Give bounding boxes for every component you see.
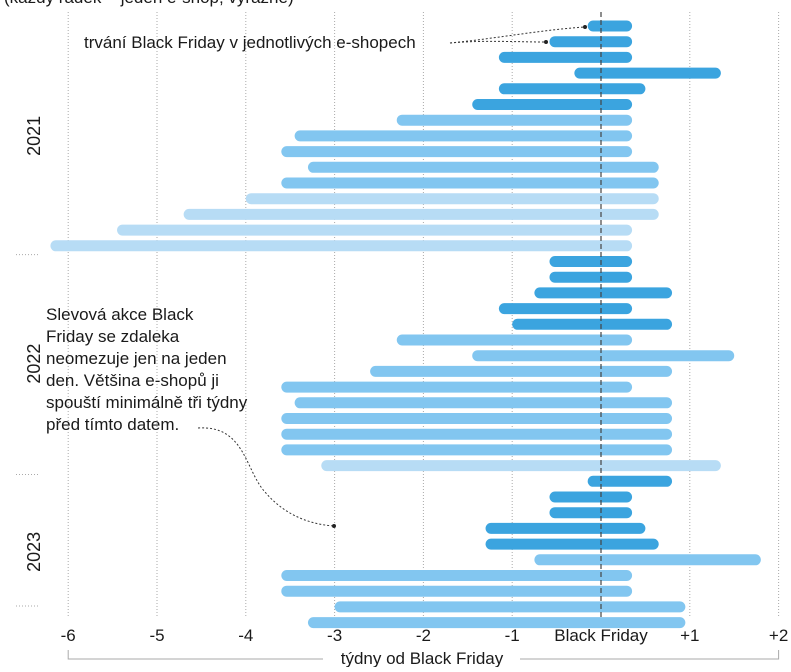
range-bar — [549, 507, 633, 519]
x-axis-bracket-left — [67, 650, 323, 660]
range-bar — [549, 36, 633, 48]
group-separators — [16, 254, 40, 607]
x-tick-label: -5 — [149, 626, 164, 645]
range-bar — [485, 522, 646, 534]
range-bar — [512, 318, 673, 330]
range-bar — [321, 460, 721, 472]
range-bar — [117, 224, 633, 236]
note-annotation-line: Friday se zdaleka — [46, 327, 180, 346]
range-bar — [534, 554, 761, 566]
note-leader-line — [197, 427, 335, 527]
x-tick-label: +1 — [680, 626, 699, 645]
x-tick-label: Black Friday — [554, 626, 648, 645]
x-tick-label: -1 — [505, 626, 520, 645]
range-bar — [498, 51, 633, 63]
x-tick-label: -6 — [61, 626, 76, 645]
duration-annotation: trvání Black Friday v jednotlivých e-sho… — [84, 33, 416, 52]
x-tick-label: +2 — [769, 626, 788, 645]
header-fragment-text: (každý řádek = jeden e-shop; výrazně) — [4, 0, 294, 7]
range-bar — [498, 303, 633, 315]
range-bar — [281, 585, 633, 597]
range-bar — [472, 99, 633, 110]
note-annotation-line: spouští minimálně tři týdny — [46, 393, 248, 412]
range-bar — [549, 271, 633, 283]
note-annotation: Slevová akce Black Friday se zdaleka neome… — [46, 305, 248, 434]
range-bar — [498, 83, 646, 95]
duration-leader-line — [449, 40, 547, 44]
duration-leader-line — [449, 26, 586, 44]
range-bar — [281, 177, 659, 189]
range-bar — [307, 617, 686, 629]
range-bar — [245, 193, 659, 205]
x-tick-label: -2 — [416, 626, 431, 645]
leader-end-dot — [583, 25, 587, 29]
x-axis-title: týdny od Black Friday — [341, 649, 504, 667]
range-bar — [294, 130, 633, 142]
note-annotation-line: den. Většina e-shopů ji — [46, 371, 219, 390]
chart-header: (každý řádek = jeden e-shop; výrazně) — [4, 0, 294, 7]
leader-end-dot — [332, 524, 336, 528]
range-bar — [307, 161, 659, 173]
range-bar — [281, 146, 633, 158]
year-labels: 2021 2022 2023 — [24, 116, 44, 572]
leader-end-dot — [544, 40, 548, 44]
range-bar — [472, 350, 735, 362]
range-bar — [396, 114, 633, 126]
range-bar — [281, 413, 673, 424]
range-bar — [281, 570, 633, 581]
range-bar — [281, 444, 673, 456]
x-tick-label: -3 — [327, 626, 342, 645]
range-bar — [549, 491, 633, 503]
bars-layer — [50, 20, 761, 629]
x-axis-title-group: týdny od Black Friday — [67, 649, 780, 668]
x-tick-labels: -6 -5 -4 -3 -2 -1 Black Friday +1 +2 — [61, 626, 789, 645]
year-label-2023: 2023 — [24, 532, 44, 572]
range-bar — [183, 208, 659, 220]
range-bar — [334, 601, 686, 613]
range-bar — [370, 365, 673, 377]
range-bar — [50, 240, 633, 252]
range-bar — [587, 20, 633, 32]
range-bar — [549, 256, 633, 267]
range-bar — [281, 428, 673, 440]
range-bar — [396, 334, 633, 346]
range-bar — [587, 475, 673, 487]
range-bar — [485, 538, 659, 550]
grid-lines — [67, 12, 780, 617]
x-axis-bracket-right — [520, 650, 780, 660]
year-label-2022: 2022 — [24, 344, 44, 384]
annotations-layer: trvání Black Friday v jednotlivých e-sho… — [46, 25, 587, 528]
year-label-2021: 2021 — [24, 116, 44, 156]
range-bar — [534, 287, 673, 299]
range-bar — [281, 381, 633, 393]
note-annotation-line: neomezuje jen na jeden — [46, 349, 227, 368]
note-annotation-line: před tímto datem. — [46, 415, 179, 434]
note-annotation-line: Slevová akce Black — [46, 305, 194, 324]
x-tick-label: -4 — [238, 626, 253, 645]
range-bar — [574, 67, 721, 79]
range-bar — [294, 397, 673, 409]
